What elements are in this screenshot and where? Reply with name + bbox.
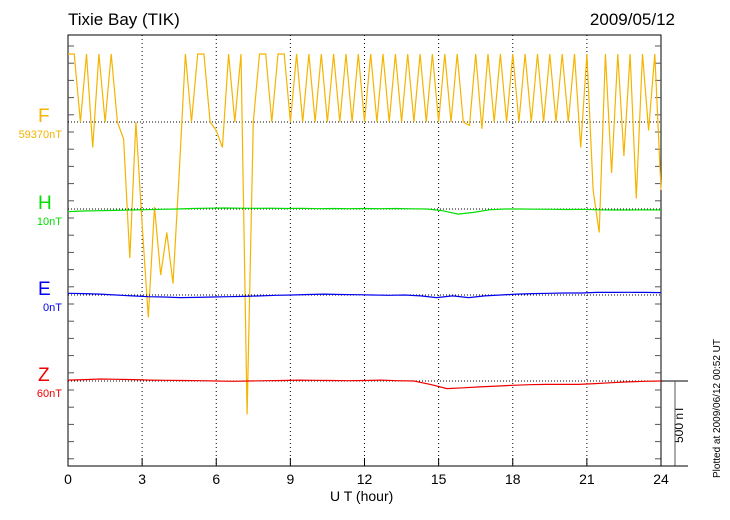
series-baseline-h: 10nT [36,216,62,228]
x-tick-label: 18 [505,471,521,487]
series-label-f: F [38,106,50,127]
series-baseline-e: 0nT [43,302,62,314]
x-axis-label: U T (hour) [330,488,394,504]
x-tick-label: 0 [64,471,72,487]
x-tick-label: 6 [212,471,220,487]
series-baseline-f: 59370nT [18,129,62,141]
x-tick-label: 3 [138,471,146,487]
series-h-line [67,207,662,215]
series-label-z: Z [38,365,50,386]
x-tick-label: 24 [653,471,669,487]
x-tick-label: 21 [579,471,595,487]
series-label-e: E [38,279,51,300]
series-e-line [67,291,662,299]
series-z-line [67,378,662,390]
x-tick-label: 15 [431,471,447,487]
series-baseline-z: 60nT [36,388,62,400]
series-f-line [68,53,662,415]
x-tick-label: 12 [357,471,373,487]
x-tick-label: 9 [286,471,294,487]
chart-date: 2009/05/12 [589,10,675,29]
chart-title: Tixie Bay (TIK) [68,10,180,29]
series-label-h: H [38,193,52,214]
